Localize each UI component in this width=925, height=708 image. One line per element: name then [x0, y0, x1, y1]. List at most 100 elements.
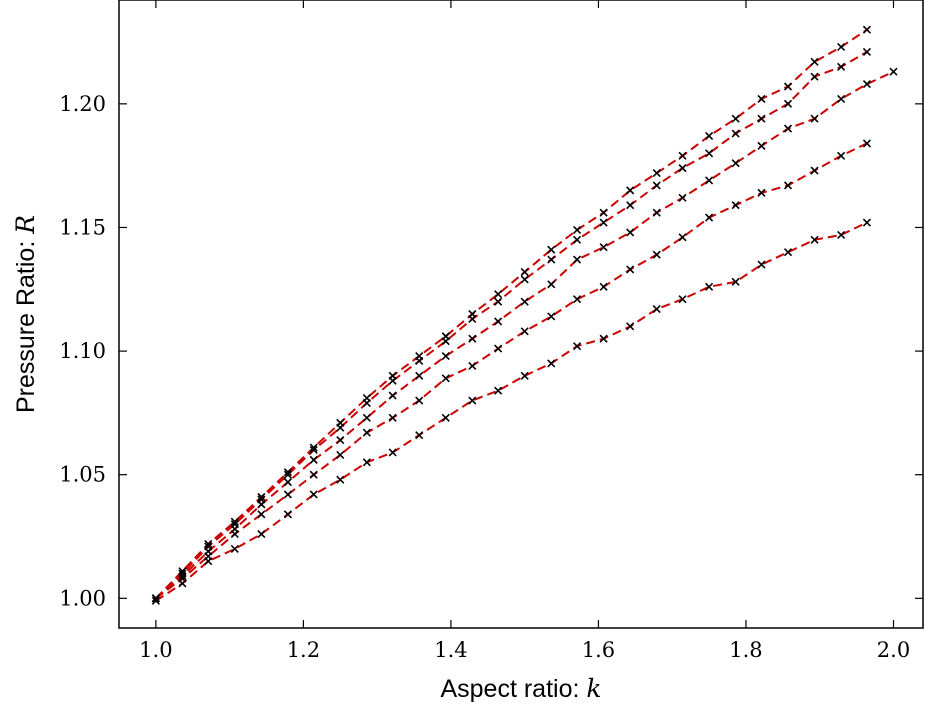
data-point — [151, 596, 160, 605]
data-point-stroke — [520, 327, 529, 336]
data-point-stroke — [626, 322, 635, 331]
data-point-stroke — [547, 255, 556, 264]
data-point-stroke — [415, 356, 424, 366]
data-point-stroke — [494, 344, 503, 353]
data-point-stroke — [151, 596, 160, 605]
data-point — [362, 428, 371, 437]
data-point — [520, 297, 529, 306]
data-point-stroke — [731, 201, 740, 210]
data-point-stroke — [362, 413, 371, 422]
y-axis-label-variable: R — [11, 215, 40, 235]
data-point-stroke — [810, 57, 819, 66]
fit-lines — [155, 28, 894, 602]
data-point-stroke — [731, 277, 740, 286]
data-point-stroke — [837, 230, 846, 239]
data-point-stroke — [336, 475, 345, 484]
data-point — [652, 304, 661, 314]
data-point — [705, 149, 714, 158]
data-point — [837, 42, 846, 52]
data-point-stroke — [731, 159, 740, 168]
data-point — [783, 99, 793, 108]
data-point-stroke — [415, 396, 424, 405]
data-point — [678, 164, 687, 173]
data-point-stroke — [572, 235, 582, 244]
data-point-stroke — [547, 312, 556, 321]
data-point-stroke — [837, 62, 846, 71]
data-point — [283, 478, 292, 487]
data-point-stroke — [520, 275, 529, 284]
data-point-stroke — [705, 176, 714, 185]
data-point — [862, 139, 872, 148]
data-point-stroke — [309, 443, 318, 452]
data-point — [204, 557, 213, 566]
data-point-stroke — [862, 218, 872, 227]
data-markers — [151, 25, 898, 605]
data-point-stroke — [441, 374, 450, 383]
data-point — [810, 57, 819, 66]
data-point — [626, 186, 635, 195]
data-point-stroke — [468, 396, 477, 405]
data-point — [468, 334, 477, 343]
data-point — [810, 235, 819, 244]
data-point — [599, 218, 608, 227]
data-point — [441, 413, 450, 422]
data-point — [889, 67, 898, 76]
data-point — [810, 166, 819, 175]
data-point-stroke — [599, 208, 608, 217]
data-point-stroke — [336, 450, 345, 459]
data-point-stroke — [178, 579, 187, 588]
data-point — [757, 188, 766, 197]
data-point — [783, 82, 793, 91]
y-tick-label: 1.15 — [59, 215, 106, 239]
data-point — [572, 295, 582, 304]
data-point — [441, 337, 450, 346]
data-point — [757, 260, 766, 269]
data-point — [309, 490, 318, 499]
data-point — [705, 282, 714, 291]
data-point — [783, 124, 793, 133]
y-tick-label: 1.10 — [59, 339, 106, 363]
data-point-stroke — [230, 544, 239, 553]
data-point-stroke — [731, 114, 740, 123]
data-point-stroke — [388, 413, 397, 422]
data-point-stroke — [889, 67, 898, 76]
data-point — [837, 230, 846, 239]
data-point-stroke — [652, 304, 661, 314]
data-point — [862, 47, 872, 56]
data-point-stroke — [705, 149, 714, 158]
data-point — [230, 517, 239, 526]
data-point — [204, 539, 213, 549]
data-point — [837, 62, 846, 71]
x-axis-label-text: Aspect ratio: — [440, 675, 586, 703]
data-point — [309, 470, 318, 479]
data-point-stroke — [678, 164, 687, 173]
data-point-stroke — [415, 371, 424, 380]
data-point-stroke — [572, 225, 582, 235]
data-point — [837, 94, 846, 103]
data-point — [415, 431, 424, 440]
data-point-stroke — [783, 124, 793, 133]
data-point-stroke — [494, 386, 503, 395]
data-point — [178, 572, 187, 581]
data-point-stroke — [626, 228, 635, 237]
data-point — [309, 455, 318, 464]
data-point — [731, 129, 740, 138]
data-point-stroke — [626, 186, 635, 195]
data-point-stroke — [230, 517, 239, 526]
data-point-stroke — [468, 334, 477, 343]
y-axis: 1.00 1.05 1.10 1.15 1.20 — [59, 92, 923, 610]
data-point-stroke — [572, 342, 582, 351]
data-point-stroke — [520, 267, 529, 277]
data-point — [705, 176, 714, 185]
data-point — [230, 529, 239, 539]
data-point — [810, 72, 819, 81]
data-point-stroke — [757, 114, 766, 123]
data-point-stroke — [572, 255, 582, 264]
data-point — [494, 317, 503, 326]
data-point — [336, 475, 345, 484]
data-point — [336, 423, 345, 432]
data-point — [309, 443, 318, 452]
data-point — [862, 218, 872, 227]
data-point-stroke — [257, 492, 266, 502]
data-point — [441, 351, 450, 361]
